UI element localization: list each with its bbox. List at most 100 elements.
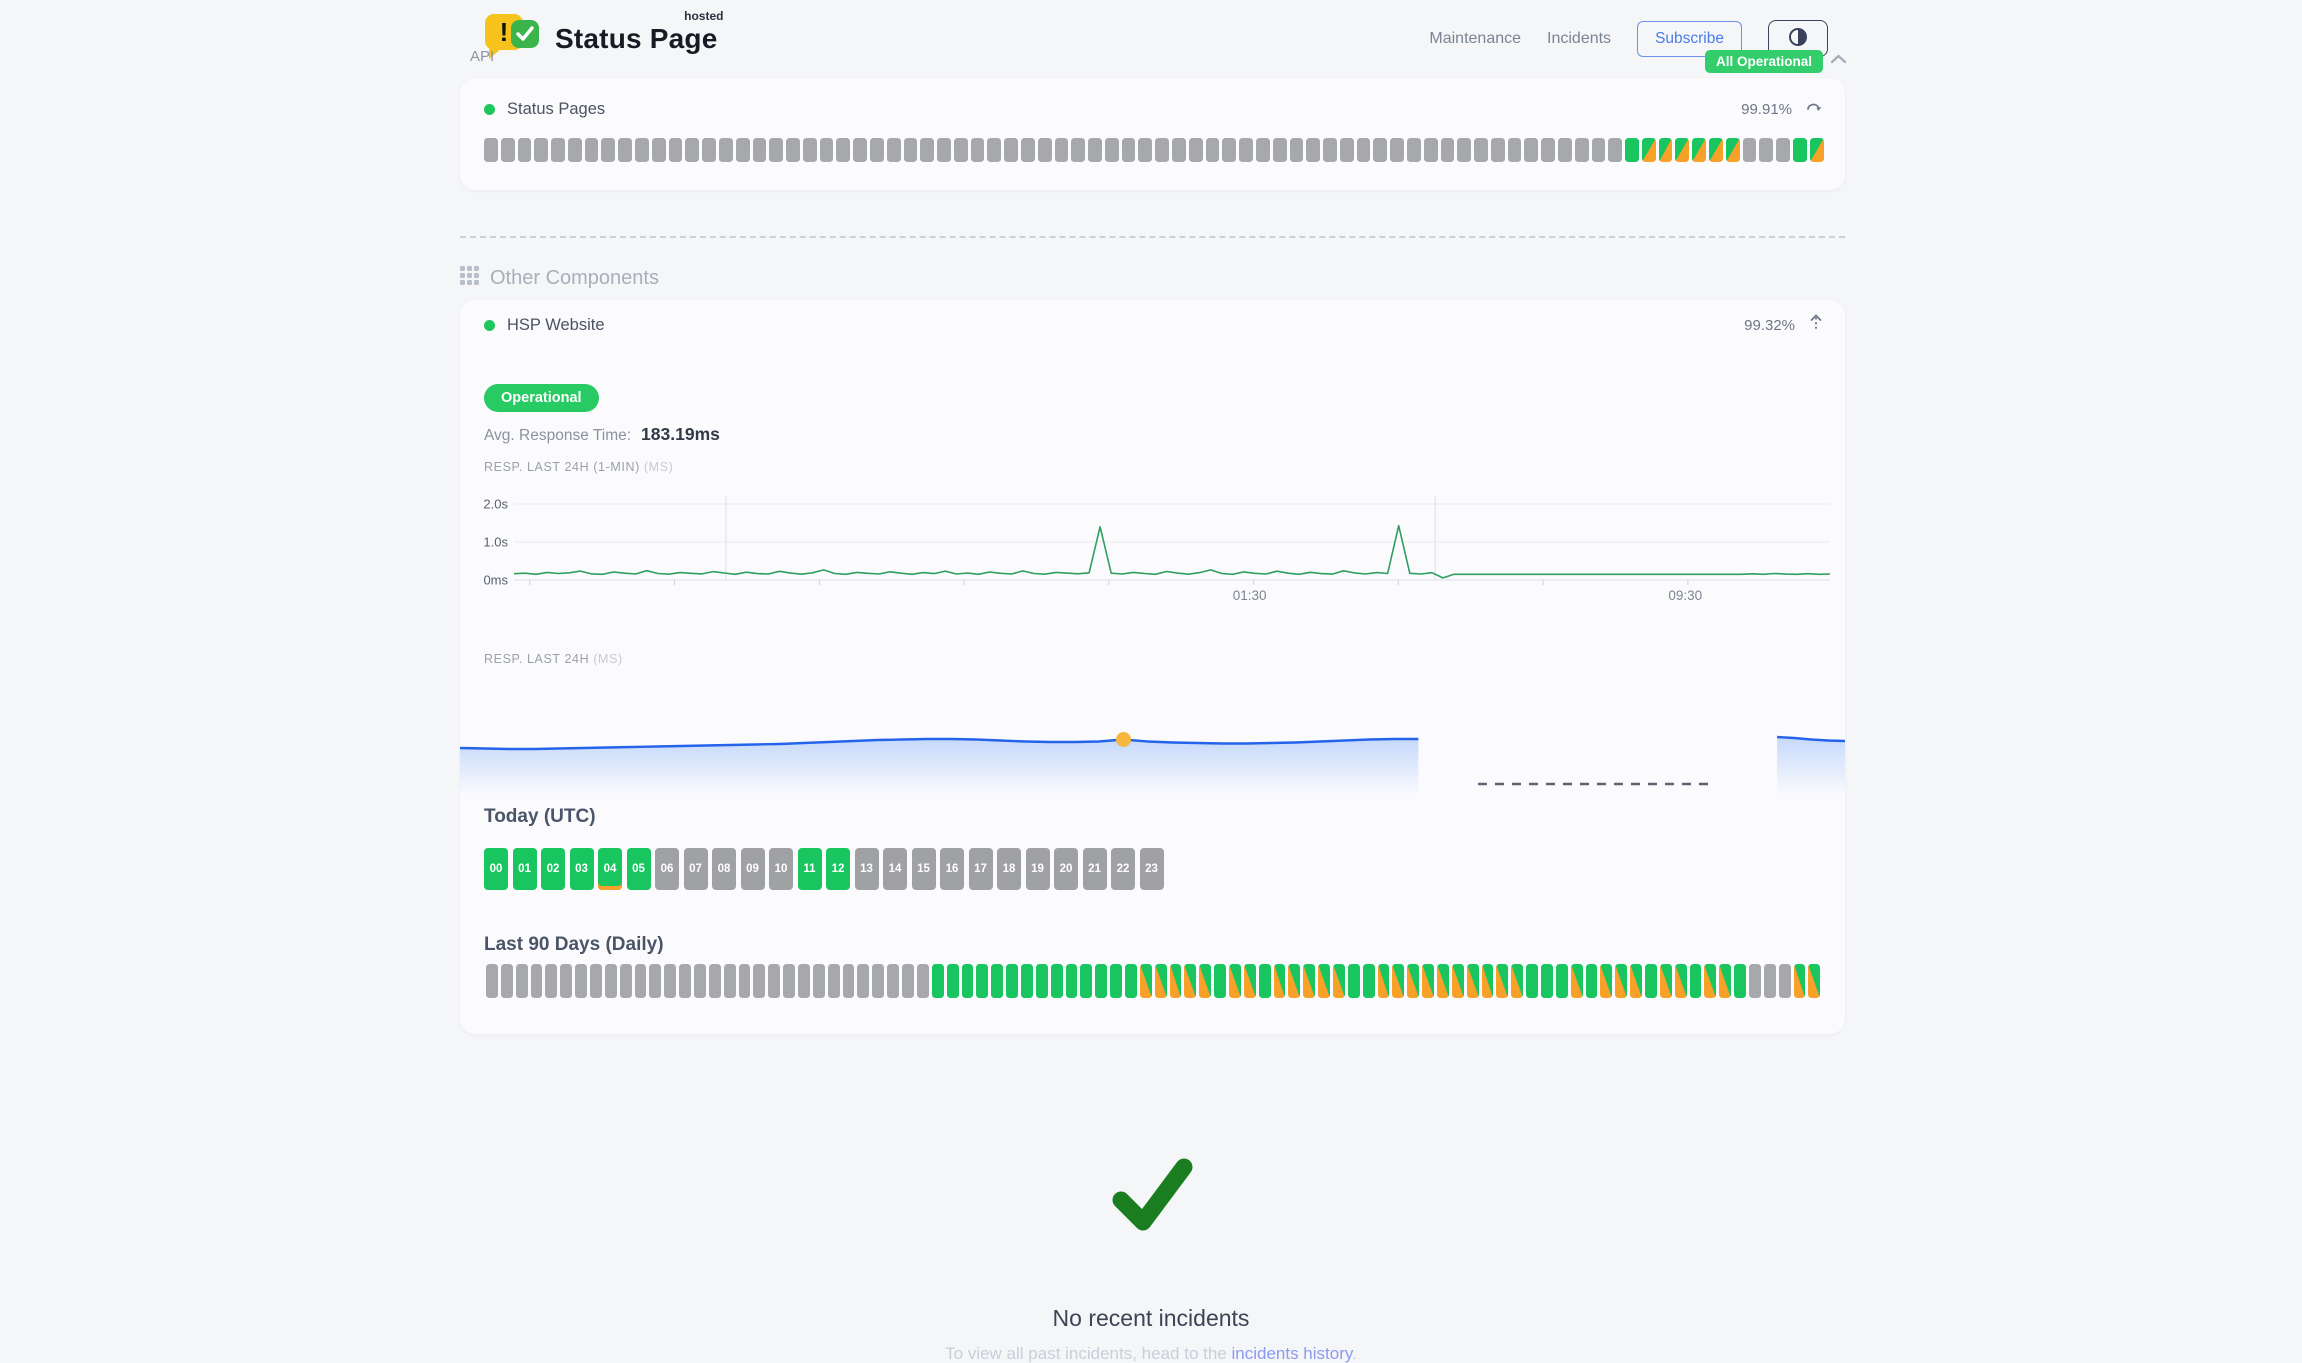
uptime-bar[interactable] — [1088, 138, 1102, 162]
uptime-bar[interactable] — [515, 964, 528, 998]
uptime-bar[interactable] — [1172, 138, 1186, 162]
uptime-bar[interactable] — [1659, 964, 1672, 998]
expand-arrow-icon[interactable] — [1809, 314, 1823, 337]
uptime-bar[interactable] — [1138, 138, 1153, 162]
uptime-bar[interactable] — [1719, 964, 1732, 998]
uptime-bar[interactable] — [1451, 964, 1464, 998]
uptime-bar[interactable] — [1255, 138, 1270, 162]
uptime-bar[interactable] — [1318, 964, 1330, 998]
uptime-bar[interactable] — [769, 138, 784, 162]
uptime-bar[interactable] — [1021, 138, 1035, 162]
uptime-bar[interactable] — [1808, 964, 1821, 998]
uptime-bar[interactable] — [619, 964, 632, 998]
hour-block[interactable]: 16 — [940, 848, 964, 890]
uptime-bar[interactable] — [783, 964, 796, 998]
uptime-bar[interactable] — [842, 964, 855, 998]
uptime-bar[interactable] — [1496, 964, 1509, 998]
uptime-bar[interactable] — [953, 138, 968, 162]
uptime-bar[interactable] — [1570, 964, 1583, 998]
uptime-bar[interactable] — [604, 964, 617, 998]
uptime-bar[interactable] — [517, 138, 532, 162]
refresh-icon[interactable] — [1806, 100, 1823, 119]
uptime-bar[interactable] — [1289, 138, 1304, 162]
uptime-bar[interactable] — [584, 138, 599, 162]
uptime-bar[interactable] — [819, 138, 834, 162]
uptime-bar[interactable] — [484, 138, 498, 162]
uptime-bar[interactable] — [1347, 964, 1360, 998]
uptime-bar[interactable] — [1303, 964, 1316, 998]
uptime-bar[interactable] — [575, 964, 588, 998]
uptime-bar[interactable] — [1615, 964, 1628, 998]
uptime-bar[interactable] — [1558, 138, 1572, 162]
uptime-bar[interactable] — [1585, 964, 1598, 998]
uptime-bar[interactable] — [1390, 138, 1404, 162]
uptime-bar[interactable] — [931, 964, 944, 998]
uptime-bar[interactable] — [1065, 964, 1078, 998]
hour-block[interactable]: 02 — [541, 848, 565, 890]
uptime-bar[interactable] — [668, 138, 683, 162]
uptime-bar[interactable] — [1373, 138, 1388, 162]
uptime-bar[interactable] — [1155, 138, 1170, 162]
uptime-bar[interactable] — [1362, 964, 1375, 998]
uptime-bar[interactable] — [618, 138, 633, 162]
uptime-bar[interactable] — [634, 964, 647, 998]
uptime-bar[interactable] — [601, 138, 616, 162]
uptime-bar[interactable] — [1555, 964, 1568, 998]
uptime-bar[interactable] — [827, 964, 840, 998]
response-time-line-chart[interactable]: 2.0s 1.0s 0ms 01:30 09:30 — [482, 496, 1830, 618]
uptime-bar[interactable] — [1392, 964, 1405, 998]
uptime-bar[interactable] — [887, 964, 900, 998]
hour-block[interactable]: 11 — [797, 848, 822, 890]
hour-block[interactable]: 21 — [1082, 848, 1107, 890]
uptime-bar[interactable] — [1188, 138, 1203, 162]
uptime-bar[interactable] — [1645, 964, 1657, 998]
uptime-bar[interactable] — [1037, 138, 1052, 162]
uptime-bar[interactable] — [1725, 138, 1740, 162]
uptime-bar[interactable] — [1674, 964, 1687, 998]
uptime-bar[interactable] — [1658, 138, 1673, 162]
hour-block[interactable]: 05 — [626, 848, 651, 890]
uptime-bar[interactable] — [1507, 138, 1522, 162]
hour-block[interactable]: 17 — [968, 848, 993, 890]
uptime-bar[interactable] — [1541, 138, 1555, 162]
hour-block[interactable]: 10 — [769, 848, 793, 890]
uptime-bar[interactable] — [1184, 964, 1197, 998]
uptime-bar[interactable] — [1006, 964, 1018, 998]
uptime-bar[interactable] — [702, 138, 716, 162]
uptime-bar[interactable] — [590, 964, 602, 998]
uptime-bar[interactable] — [812, 964, 825, 998]
uptime-bar[interactable] — [1050, 964, 1063, 998]
uptime-bar[interactable] — [1243, 964, 1256, 998]
uptime-bar[interactable] — [1095, 964, 1108, 998]
hour-block[interactable]: 22 — [1111, 848, 1135, 890]
uptime-bar[interactable] — [886, 138, 901, 162]
uptime-bar[interactable] — [903, 138, 918, 162]
uptime-bar[interactable] — [1258, 964, 1271, 998]
uptime-bar[interactable] — [1407, 964, 1420, 998]
uptime-bar[interactable] — [802, 138, 817, 162]
uptime-bar[interactable] — [752, 138, 767, 162]
uptime-bar[interactable] — [1205, 138, 1220, 162]
uptime-bar[interactable] — [1793, 964, 1806, 998]
uptime-bar[interactable] — [1704, 964, 1717, 998]
uptime-bar[interactable] — [916, 964, 929, 998]
hour-block[interactable]: 06 — [655, 848, 679, 890]
incidents-history-link[interactable]: incidents history — [1231, 1344, 1353, 1363]
uptime-bar[interactable] — [1759, 138, 1774, 162]
uptime-bar[interactable] — [486, 964, 498, 998]
chart-marker-dot[interactable] — [1116, 732, 1132, 747]
uptime-bar[interactable] — [1139, 964, 1152, 998]
uptime-bar[interactable] — [1222, 138, 1237, 162]
uptime-bar[interactable] — [987, 138, 1002, 162]
uptime-bar[interactable] — [1110, 964, 1122, 998]
uptime-bar[interactable] — [1273, 964, 1286, 998]
uptime-bar[interactable] — [718, 138, 733, 162]
uptime-bar[interactable] — [786, 138, 800, 162]
uptime-bar[interactable] — [1306, 138, 1321, 162]
logo[interactable]: ! hosted Status Page — [485, 8, 723, 60]
hour-block[interactable]: 01 — [512, 848, 537, 890]
uptime-bar[interactable] — [1020, 964, 1033, 998]
uptime-bar[interactable] — [937, 138, 951, 162]
uptime-bar[interactable] — [1124, 964, 1137, 998]
uptime-bar[interactable] — [753, 964, 766, 998]
